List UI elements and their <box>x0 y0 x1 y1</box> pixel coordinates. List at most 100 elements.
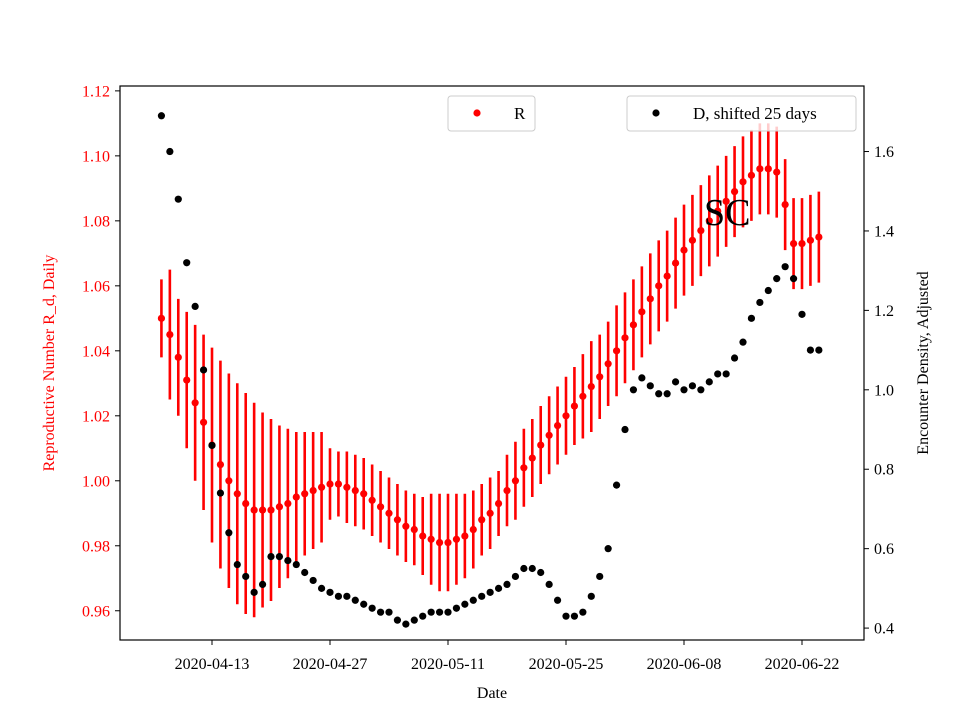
y-right-tick-label: 1.6 <box>874 144 894 161</box>
x-tick-label: 2020-05-11 <box>411 656 485 673</box>
r-point <box>360 490 368 498</box>
d-point <box>806 346 815 354</box>
r-point <box>697 226 705 235</box>
d-point <box>553 596 562 604</box>
r-point <box>225 477 233 485</box>
r-point <box>730 188 739 196</box>
d-point <box>789 275 798 283</box>
d-point <box>199 366 208 374</box>
r-point <box>351 486 359 495</box>
series-r <box>157 123 823 618</box>
d-point <box>528 564 536 573</box>
r-point <box>570 402 579 410</box>
r-point <box>596 373 604 381</box>
r-point <box>671 259 680 267</box>
r-point <box>756 165 764 173</box>
r-point <box>604 360 612 368</box>
r-point <box>520 464 528 472</box>
r-point <box>714 207 722 215</box>
d-point <box>157 112 166 120</box>
r-point <box>511 477 520 485</box>
r-point <box>368 496 376 504</box>
d-point <box>671 378 680 386</box>
d-point <box>697 386 705 394</box>
d-point <box>317 584 326 592</box>
r-point <box>427 535 435 543</box>
d-point <box>166 147 174 156</box>
d-point <box>486 588 494 596</box>
d-point <box>225 529 233 537</box>
d-point <box>478 592 486 600</box>
d-point <box>579 608 587 616</box>
r-point <box>705 217 713 225</box>
d-point <box>545 580 553 589</box>
r-point <box>663 272 671 280</box>
y-left-tick-label: 1.04 <box>82 343 110 360</box>
d-point <box>604 545 612 553</box>
r-point <box>183 376 191 384</box>
d-point <box>537 568 545 577</box>
y-right-tick-label: 1.4 <box>874 223 894 240</box>
r-point <box>267 506 275 514</box>
d-point <box>739 338 747 346</box>
d-point <box>284 556 292 565</box>
r-point <box>317 483 326 491</box>
y-right-tick-label: 0.4 <box>874 621 894 638</box>
annotation-label: SC <box>704 192 750 234</box>
y-left-tick-label: 1.08 <box>82 213 110 230</box>
r-point <box>309 486 317 495</box>
x-tick-label: 2020-04-13 <box>175 656 250 673</box>
r-point <box>612 347 621 355</box>
y-left-tick-label: 0.96 <box>82 603 110 620</box>
r-point <box>233 490 241 498</box>
r-point <box>503 486 511 495</box>
legend-d-marker <box>652 109 660 117</box>
d-point <box>267 553 275 561</box>
d-point <box>208 441 216 450</box>
d-point <box>756 298 764 307</box>
d-point <box>705 378 713 386</box>
r-point <box>258 506 267 514</box>
r-point <box>528 454 536 462</box>
d-point <box>764 286 772 295</box>
d-point <box>326 588 334 596</box>
y-left-tick-label: 0.98 <box>82 538 110 555</box>
d-point <box>376 608 385 616</box>
r-point <box>242 499 250 508</box>
r-point <box>629 321 638 329</box>
d-point <box>520 564 528 573</box>
r-point <box>798 239 806 248</box>
d-point <box>688 382 697 390</box>
d-point <box>309 576 317 585</box>
y-axis-right-title: Encounter Density, Adjusted <box>915 271 932 454</box>
y-left-tick-label: 1.00 <box>82 473 110 490</box>
d-point <box>452 604 461 612</box>
y-left-tick-label: 1.12 <box>82 83 110 100</box>
d-point <box>612 481 621 489</box>
d-point <box>815 346 823 354</box>
d-point <box>351 596 359 604</box>
r-point <box>494 499 503 508</box>
d-point <box>393 616 402 624</box>
legend-r: R <box>447 95 536 132</box>
d-point <box>360 600 368 608</box>
d-point <box>680 386 688 394</box>
d-point <box>570 612 579 620</box>
d-point <box>242 572 250 581</box>
r-point <box>789 239 798 248</box>
r-point <box>435 538 444 547</box>
r-point <box>452 535 461 543</box>
r-point <box>478 516 486 524</box>
d-point <box>663 390 671 398</box>
r-point <box>747 171 756 179</box>
x-axis-title: Date <box>477 685 507 702</box>
y-right-tick-label: 0.6 <box>874 541 894 558</box>
r-point <box>326 480 334 488</box>
r-point <box>806 236 815 244</box>
r-point <box>722 197 730 205</box>
d-point <box>343 592 351 600</box>
x-tick-label: 2020-06-08 <box>647 656 722 673</box>
x-tick-label: 2020-04-27 <box>293 656 368 673</box>
d-point <box>562 612 570 620</box>
